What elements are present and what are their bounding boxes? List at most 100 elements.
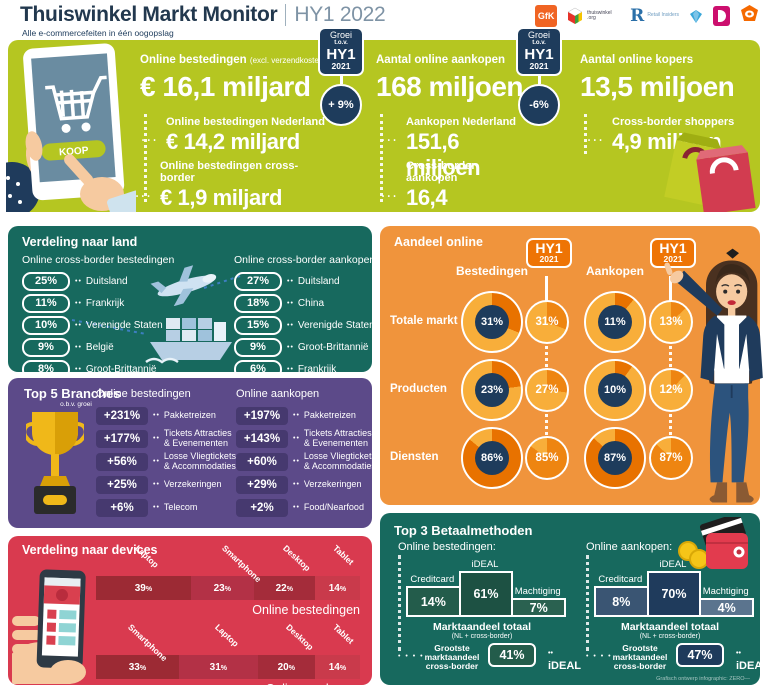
growth-badge-box: Groei t.o.v. HY1 2021 — [516, 27, 562, 76]
pct-pill: 9% — [234, 337, 282, 357]
title-separator — [285, 4, 287, 26]
method-label: Machtiging — [702, 586, 749, 597]
growth-pill: +56% — [96, 452, 148, 471]
list-header: Online cross-border aankopen — [234, 254, 376, 266]
donut-value: 87% — [659, 452, 683, 464]
dotted-connector — [398, 555, 401, 651]
growth-pill: +25% — [96, 475, 148, 494]
payments-panel: Top 3 Betaalmethoden Online bestedingen:… — [380, 513, 768, 685]
devices-aankopen-row: Smartphone Laptop Desktop Tablet 33% 31%… — [96, 619, 360, 691]
payment-bars: Creditcard 8% iDEAL 70% Machtiging 4% — [594, 555, 755, 617]
donut-value: 10% — [598, 373, 632, 407]
postnl-icon — [741, 4, 758, 21]
col-header: Online aankopen — [236, 388, 320, 400]
col-header-bestedingen: Bestedingen — [455, 264, 528, 278]
badge-stem — [669, 276, 672, 301]
pct-pill: 11% — [22, 293, 70, 313]
header: Thuiswinkel Markt Monitor HY1 2022 Alle … — [0, 0, 768, 40]
donut-value: 86% — [475, 441, 509, 475]
row-label: Totale markt — [390, 315, 458, 327]
growth-value: -6% — [518, 84, 560, 126]
donut-value: 12% — [659, 384, 683, 396]
branch-row: +60% •• Losse Vliegtickets & Accommodati… — [236, 450, 376, 473]
country-row: 8% •• Groot-Brittannië — [22, 358, 202, 380]
bar-caption: Online bestedingen — [252, 603, 360, 617]
kpi-sub: Aankopen Nederland 151,6 miljoen — [382, 116, 523, 181]
branch-row: +2% •• Food/Nearfood — [236, 496, 376, 519]
land-panel: Verdeling naar land Online cross- — [8, 226, 375, 379]
diamond-logo — [688, 9, 704, 24]
list-header: Online cross-border bestedingen — [22, 254, 175, 266]
dotted-connector — [586, 555, 589, 651]
method-label: iDEAL — [471, 559, 499, 570]
donut-diensten-bestedingen-2021: 85% — [525, 436, 569, 480]
thuiswinkel-cube-icon — [567, 7, 583, 24]
device-bar: 33% 31% 20% 14% — [96, 655, 360, 679]
kpi-note: (excl. verzendkosten) — [249, 56, 326, 65]
branches-bestedingen: Online bestedingen +231% •• Pakketreizen… — [96, 388, 236, 519]
dots: •• — [75, 277, 82, 285]
donut-value: 87% — [598, 441, 632, 475]
branch-row: +6% •• Telecom — [96, 496, 236, 519]
country-row: 10% •• Verenigde Staten — [22, 314, 202, 336]
market-share-total: Marktaandeel totaal (NL + cross-border) — [620, 621, 720, 640]
aandeel-title: Aandeel online — [394, 235, 483, 249]
dotted-connector — [669, 414, 672, 435]
hand-phone-illustration — [12, 569, 86, 684]
row-label: Producten — [390, 383, 447, 395]
branches-panel: Top 5 Branches o.b.v. groei Online beste… — [8, 378, 376, 528]
segment-value: 33% — [128, 661, 147, 673]
donut-value: 11% — [598, 305, 632, 339]
kpi-aankopen: Aantal online aankopen 168 miljoen Aanko… — [376, 54, 524, 236]
growth-pill: +2% — [236, 498, 288, 517]
country-row: 27% •• Duitsland — [234, 270, 414, 292]
market-share-total: Marktaandeel totaal (NL + cross-border) — [432, 621, 532, 640]
page-title: Thuiswinkel Markt Monitor — [20, 3, 278, 26]
page-subtitle: Alle e-commercefeiten in één oogopslag — [22, 28, 174, 38]
dotted-connector — [545, 346, 548, 367]
branches-subtitle: o.b.v. groei — [60, 401, 92, 408]
payments-bestedingen: Online bestedingen: Creditcard 14% iDEAL… — [396, 513, 581, 685]
device-label: Tablet — [331, 543, 356, 567]
device-segment: 33% — [96, 655, 179, 679]
cross-share-method: iDEAL — [548, 648, 581, 672]
method-bar: 61% — [458, 571, 514, 617]
country-row: 18% •• China — [234, 292, 414, 314]
segment-value: 14% — [328, 582, 347, 594]
kpi-label: Online bestedingen (excl. verzendkosten) — [140, 54, 326, 66]
dotted-connector — [380, 114, 383, 202]
aandeel-panel: Aandeel online Bestedingen Aankopen HY1 … — [380, 226, 763, 505]
block-header: Online aankopen: — [586, 541, 673, 553]
land-title: Verdeling naar land — [22, 235, 138, 249]
donut-diensten-bestedingen: 86% — [461, 427, 523, 489]
kpi-value: 168 miljoen — [376, 71, 524, 102]
thuiswinkel-logo: thuiswinkel .org — [566, 7, 621, 25]
land-aankopen-list: Online cross-border aankopen 27% •• Duit… — [234, 254, 414, 380]
country-row: 15% •• Verenigde Staten — [234, 314, 414, 336]
dots: • • • • — [398, 653, 425, 660]
hy1-2021-badge: HY1 2021 — [650, 238, 696, 268]
dots: •• — [75, 343, 82, 351]
donut-value: 23% — [475, 373, 509, 407]
segment-value: 23% — [213, 582, 231, 594]
devices-chart: Laptop Smartphone Desktop Tablet 39% 23%… — [96, 540, 360, 691]
device-bar: 39% 23% 22% 14% — [96, 576, 360, 600]
dots: •• — [75, 365, 82, 373]
pct-pill: 8% — [22, 359, 70, 379]
shopping-bags-illustration — [664, 132, 756, 212]
dots: •• — [75, 321, 82, 329]
device-segment: 20% — [257, 655, 315, 679]
block-header: Online bestedingen: — [398, 541, 496, 553]
dotted-connector — [669, 346, 672, 367]
device-label: Desktop — [281, 543, 313, 574]
row-label: Diensten — [390, 451, 439, 463]
kpi-panel: KOOP Online bestedingen (excl. verzendko… — [6, 27, 760, 236]
donut-diensten-aankopen: 87% — [584, 427, 646, 489]
kpi-sub: Online bestedingen Nederland € 14,2 milj… — [142, 116, 325, 155]
payment-column: iDEAL 70% — [646, 559, 702, 617]
dots: •• — [293, 504, 300, 511]
method-bar: 8% — [594, 586, 649, 617]
growth-pill: +177% — [96, 429, 148, 448]
kpi-value: € 16,1 miljard — [140, 71, 311, 102]
device-label: Laptop — [213, 622, 241, 649]
